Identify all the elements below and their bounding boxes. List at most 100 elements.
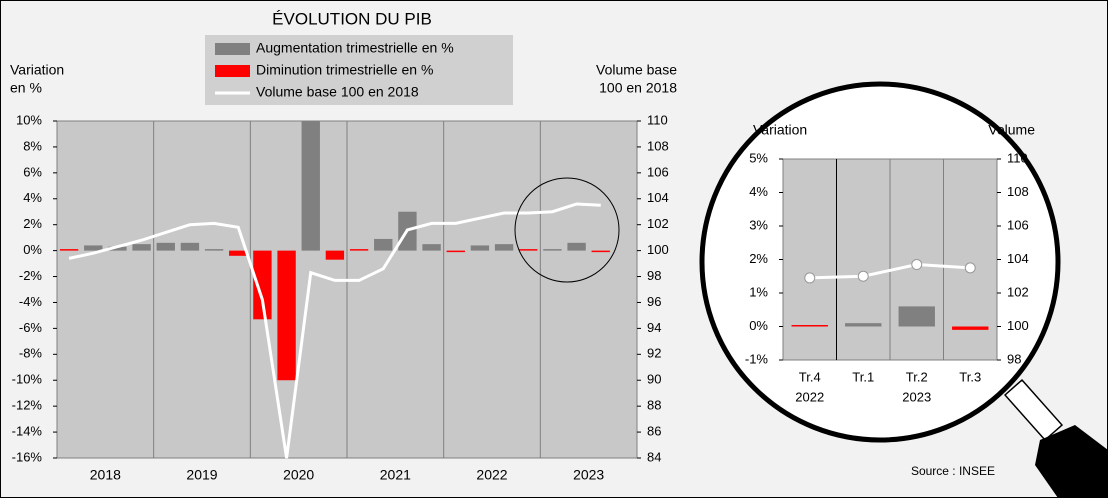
y-tick-label: -2%: [19, 268, 43, 283]
y2-tick-label: 106: [647, 164, 669, 179]
y2-tick-label: 88: [647, 398, 661, 413]
y2-tick-label: 108: [647, 138, 669, 153]
y2-tick-label: 92: [647, 346, 661, 361]
bar: [156, 242, 175, 251]
x-tick-label: Tr.1: [852, 369, 874, 384]
bar: [543, 249, 562, 251]
legend-label: Diminution trimestrielle en %: [256, 62, 433, 78]
y-tick-label: -14%: [12, 424, 43, 439]
y2-tick-label: 104: [1007, 251, 1029, 266]
bar: [108, 246, 127, 251]
bar: [59, 249, 79, 251]
bar: [845, 323, 882, 327]
bar: [567, 242, 586, 251]
bar: [494, 244, 514, 251]
y2-tick-label: 102: [1007, 284, 1029, 299]
y-tick-label: 1%: [749, 284, 768, 299]
bar: [132, 244, 151, 251]
magnifier-neck: [1003, 378, 1064, 442]
y2-tick-label: 96: [647, 294, 661, 309]
y2-tick-label: 84: [647, 449, 661, 464]
bar: [591, 250, 610, 253]
y-tick-label: 4%: [749, 184, 768, 199]
bar: [253, 250, 272, 320]
y-axis-label: Variation: [753, 122, 807, 138]
bar: [204, 249, 224, 251]
source: Source : INSEE: [911, 464, 995, 478]
y2-tick-label: 98: [647, 268, 661, 283]
y2-tick-label: 94: [647, 320, 661, 335]
y-tick-label: 0%: [23, 242, 42, 257]
volume-point: [857, 270, 869, 282]
legend-swatch: [215, 43, 250, 55]
volume-line: [809, 263, 971, 280]
bar: [84, 245, 103, 251]
y-axis-label: Variation: [10, 62, 64, 78]
magnifier-handle: [1035, 425, 1108, 498]
x-tick-label: 2022: [476, 467, 507, 483]
y-tick-label: 4%: [23, 190, 42, 205]
y2-tick-label: 108: [1007, 184, 1029, 199]
y2-axis-label: Volume: [988, 122, 1035, 138]
x-tick-label: 2020: [283, 467, 314, 483]
y-tick-label: 5%: [749, 150, 768, 165]
y-tick-label: -1%: [745, 351, 769, 366]
y2-tick-label: 98: [1007, 351, 1021, 366]
y-tick-label: -12%: [12, 398, 43, 413]
y2-tick-label: 102: [647, 216, 669, 231]
x-tick-label: Tr.3: [959, 369, 981, 384]
legend-label: Augmentation trimestrielle en %: [256, 40, 454, 56]
y2-axis-label: Volume base: [596, 62, 677, 78]
y-tick-label: -10%: [12, 372, 43, 387]
bar: [229, 250, 248, 256]
bar: [791, 325, 828, 327]
x-group-label: 2023: [902, 389, 931, 404]
y2-tick-label: 90: [647, 372, 661, 387]
y-tick-label: 10%: [16, 112, 42, 127]
volume-line: [68, 202, 601, 459]
volume-point: [911, 259, 923, 271]
y2-tick-label: 110: [1007, 150, 1028, 165]
y-axis-label: en %: [10, 80, 42, 96]
y-tick-label: 6%: [23, 164, 42, 179]
bar: [180, 242, 200, 251]
y-tick-label: 3%: [749, 217, 768, 232]
x-tick-label: Tr.2: [906, 369, 928, 384]
y2-tick-label: 110: [647, 112, 668, 127]
volume-point: [804, 272, 816, 284]
bar: [325, 250, 345, 260]
x-tick-label: 2018: [90, 467, 121, 483]
x-group-label: 2022: [795, 389, 824, 404]
zoom-circle: [514, 177, 620, 283]
legend-label: Volume base 100 en 2018: [256, 84, 419, 100]
x-tick-label: 2019: [186, 467, 217, 483]
y-tick-label: -6%: [19, 320, 43, 335]
y-tick-label: 0%: [749, 318, 768, 333]
y2-tick-label: 100: [647, 242, 669, 257]
x-tick-label: 2023: [573, 467, 604, 483]
legend-swatch: [215, 65, 250, 77]
bar: [349, 249, 369, 251]
bar: [277, 250, 296, 381]
bar: [519, 249, 538, 251]
y2-tick-label: 86: [647, 424, 661, 439]
x-tick-label: Tr.4: [799, 369, 821, 384]
y-tick-label: 2%: [23, 216, 42, 231]
volume-point: [964, 262, 976, 274]
y2-tick-label: 104: [647, 190, 669, 205]
y2-axis-label: 100 en 2018: [599, 80, 677, 96]
y-tick-label: -8%: [19, 346, 43, 361]
y-tick-label: -4%: [19, 294, 43, 309]
y-tick-label: 8%: [23, 138, 42, 153]
bar: [898, 306, 935, 327]
bar: [374, 238, 393, 251]
bar: [470, 245, 490, 251]
y2-tick-label: 106: [1007, 217, 1029, 232]
bar: [446, 250, 465, 253]
bar: [301, 121, 320, 251]
y2-tick-label: 100: [1007, 318, 1029, 333]
bar: [952, 326, 989, 330]
chart-title: ÉVOLUTION DU PIB: [272, 9, 432, 28]
y-tick-label: 2%: [749, 251, 768, 266]
y-tick-label: -16%: [12, 449, 43, 464]
